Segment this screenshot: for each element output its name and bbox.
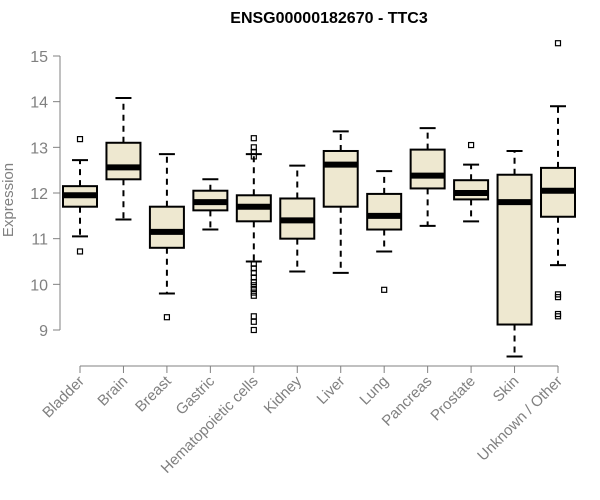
x-tick-label: Brain xyxy=(94,373,131,410)
outlier-point xyxy=(163,314,171,321)
y-tick-label: 14 xyxy=(30,95,48,112)
outlier-point xyxy=(76,248,84,255)
x-tick-label: Lung xyxy=(356,373,392,409)
outlier-point xyxy=(381,286,388,293)
x-tick-label: Bladder xyxy=(39,373,88,422)
outlier-point xyxy=(554,294,562,301)
y-tick-label: 15 xyxy=(30,49,48,66)
outlier-point xyxy=(250,135,257,142)
box-group xyxy=(540,40,576,320)
y-axis: 9 10 11 12 13 14 15 xyxy=(30,49,61,340)
x-tick-label: Breast xyxy=(132,372,175,415)
y-axis-label: Expression xyxy=(0,163,17,237)
box-group xyxy=(62,136,98,255)
box-group xyxy=(279,164,316,273)
box-group xyxy=(105,97,142,221)
iqr-box xyxy=(409,148,446,190)
y-tick-label: 10 xyxy=(30,277,48,294)
outlier-point xyxy=(250,292,257,299)
y-tick-label: 13 xyxy=(30,140,48,157)
outlier-point xyxy=(76,136,84,143)
iqr-box xyxy=(105,141,142,181)
box-group xyxy=(453,141,490,223)
y-tick-label: 12 xyxy=(30,186,48,203)
x-tick-label: Skin xyxy=(490,373,523,406)
box-group xyxy=(192,178,229,231)
outlier-point xyxy=(467,141,475,149)
y-tick-label: 9 xyxy=(39,323,48,340)
iqr-box xyxy=(453,179,490,201)
box-group xyxy=(148,153,185,321)
outlier-point xyxy=(250,285,257,292)
box-group xyxy=(409,127,446,227)
iqr-box xyxy=(366,192,403,231)
boxes xyxy=(62,40,576,358)
x-tick-label: Prostate xyxy=(427,373,479,425)
box-group xyxy=(235,135,272,334)
box-group xyxy=(496,149,533,358)
outlier-point xyxy=(250,318,257,325)
iqr-box xyxy=(148,205,185,249)
outlier-point xyxy=(250,289,257,296)
x-tick-label: Liver xyxy=(314,373,349,408)
outlier-point xyxy=(250,282,257,289)
outlier-point xyxy=(250,153,257,160)
chart-title: ENSG00000182670 - TTC3 xyxy=(230,10,428,27)
iqr-box xyxy=(322,149,359,208)
outlier-point xyxy=(554,313,562,320)
outlier-point xyxy=(250,278,257,286)
outlier-point xyxy=(554,40,562,47)
x-tick-label: Kidney xyxy=(261,372,306,417)
box-group xyxy=(322,130,359,274)
outlier-point xyxy=(250,326,257,334)
box-group xyxy=(366,170,403,293)
outlier-point xyxy=(250,313,257,320)
iqr-box xyxy=(496,173,533,326)
y-tick-label: 11 xyxy=(31,232,48,249)
